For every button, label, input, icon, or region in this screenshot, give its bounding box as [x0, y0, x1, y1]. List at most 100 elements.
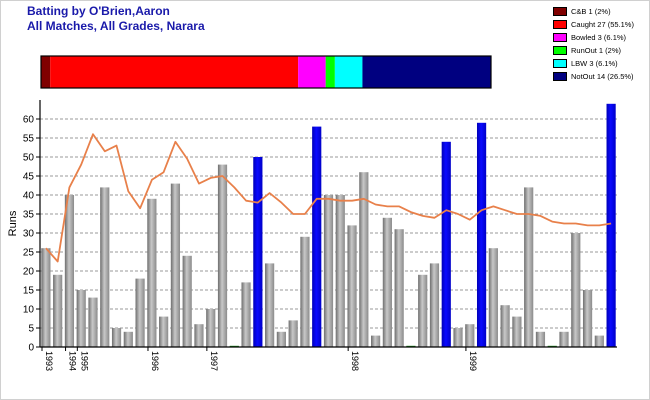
legend-label: Caught 27 (55.1%): [571, 19, 634, 29]
innings-bar: [323, 195, 334, 347]
legend-label: NotOut 14 (26.5%): [571, 71, 634, 81]
innings-bar: [382, 217, 392, 347]
innings-bar: [76, 290, 86, 347]
innings-bar: [88, 297, 98, 347]
innings-bar: [594, 335, 604, 347]
x-year-label: 1993: [44, 351, 54, 371]
innings-bar: [53, 274, 63, 347]
average-line: [45, 133, 612, 263]
innings-bar: [500, 305, 510, 347]
legend-label: C&B 1 (2%): [571, 6, 611, 16]
innings-bar-not-out: [441, 141, 451, 347]
chart-subtitle: All Matches, All Grades, Narara: [27, 19, 205, 33]
axes: 0 5 10 15 20 25 30 35 40 45 50 55 60 Runs 1993 1994 1995…: [7, 100, 617, 371]
innings-bar: [265, 263, 275, 347]
legend-item-notout: NotOut 14 (26.5%): [553, 70, 649, 82]
innings-bar: [571, 233, 581, 347]
innings-bar: [429, 263, 440, 347]
innings-bar: [559, 331, 569, 347]
innings-bar: [524, 187, 534, 347]
legend-label: RunOut 1 (2%): [571, 45, 622, 55]
y-tick-label: 40: [23, 191, 35, 202]
innings-bar-not-out: [253, 157, 263, 347]
innings-bar: [111, 328, 122, 347]
legend-item-caught: Caught 27 (55.1%): [553, 18, 649, 30]
innings-bar-not-out: [312, 126, 322, 347]
innings-bar: [300, 236, 310, 347]
legend: C&B 1 (2%) Caught 27 (55.1%) Bowled 3 (6…: [553, 5, 649, 83]
innings-bar: [194, 324, 204, 347]
innings-bar: [217, 164, 228, 347]
y-tick-label: 35: [23, 210, 35, 221]
y-tick-label: 45: [23, 172, 35, 183]
x-year-label: 1997: [209, 351, 219, 371]
x-year-label: 1998: [350, 351, 360, 371]
y-tick-label: 60: [23, 115, 35, 126]
x-year-label: 1994: [68, 351, 78, 371]
dismissal-segment-lbw: [334, 56, 363, 88]
y-tick-label: 25: [23, 248, 35, 259]
innings-bar: [535, 331, 546, 347]
innings-bar-not-out: [606, 103, 616, 347]
dismissal-segment-bowled: [298, 56, 326, 88]
innings-bar: [465, 324, 475, 347]
innings-bar: [159, 316, 169, 347]
y-axis-label: Runs: [7, 210, 19, 236]
innings-bar: [371, 335, 381, 347]
innings-bar: [394, 229, 404, 347]
innings-bar: [100, 187, 110, 347]
y-tick-label: 5: [28, 324, 34, 335]
dismissal-segment-notout: [362, 56, 491, 88]
innings-bar: [359, 172, 369, 347]
legend-item-lbw: LBW 3 (6.1%): [553, 57, 649, 69]
dismissal-segment-runout: [325, 56, 335, 88]
legend-swatch: [553, 45, 567, 55]
legend-label: Bowled 3 (6.1%): [571, 32, 627, 42]
dismissal-bar: [40, 55, 492, 89]
legend-label: LBW 3 (6.1%): [571, 58, 618, 68]
innings-bar: [347, 225, 357, 347]
innings-bar: [206, 309, 216, 347]
legend-item-bowled: Bowled 3 (6.1%): [553, 31, 649, 43]
innings-bar: [335, 195, 345, 347]
legend-item-cb: C&B 1 (2%): [553, 5, 649, 17]
y-tick-label: 15: [23, 286, 35, 297]
y-tick-label: 20: [23, 267, 35, 278]
legend-swatch: [553, 6, 567, 16]
innings-bar: [288, 320, 298, 347]
innings-bar: [453, 328, 463, 347]
innings-bar: [276, 331, 286, 347]
legend-swatch: [553, 32, 567, 42]
legend-swatch: [553, 19, 567, 29]
innings-bar: [512, 316, 522, 347]
x-year-label: 1995: [79, 351, 89, 371]
legend-swatch: [553, 58, 567, 68]
y-tick-label: 55: [23, 134, 35, 145]
innings-bar: [418, 274, 428, 347]
x-year-label: 1996: [150, 351, 160, 371]
chart-title: Batting by O'Brien,Aaron: [27, 4, 170, 18]
innings-bar: [488, 248, 498, 347]
dismissal-segment-caught: [50, 56, 299, 88]
innings-bar: [135, 278, 145, 347]
innings-bar: [182, 255, 192, 347]
y-tick-label: 30: [23, 229, 35, 240]
legend-swatch: [553, 71, 567, 81]
x-year-label: 1999: [468, 351, 478, 371]
dismissal-segment-c&b: [41, 56, 51, 88]
dismissal-bar-border: [40, 55, 492, 89]
innings-bar: [170, 183, 181, 347]
innings-bar: [582, 290, 593, 347]
y-tick-label: 50: [23, 153, 35, 164]
innings-bar: [241, 282, 251, 347]
innings-bar: [64, 195, 75, 347]
y-tick-label: 10: [23, 305, 35, 316]
legend-item-runout: RunOut 1 (2%): [553, 44, 649, 56]
innings-bars: [41, 103, 616, 347]
y-tick-label: 0: [28, 343, 34, 354]
innings-bar: [41, 248, 51, 347]
innings-bar: [123, 331, 133, 347]
average-line-path: [45, 133, 612, 263]
innings-bar: [147, 198, 157, 347]
